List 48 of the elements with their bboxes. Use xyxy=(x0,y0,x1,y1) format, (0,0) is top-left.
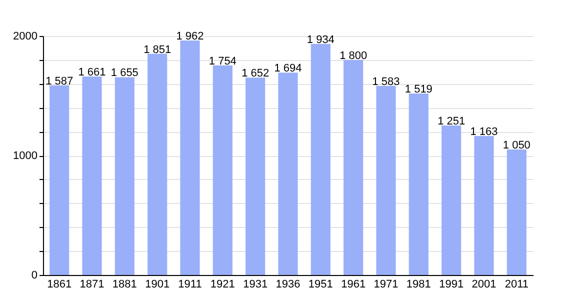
x-tick-label: 1931 xyxy=(243,278,268,290)
bar xyxy=(148,54,168,275)
bar xyxy=(246,78,266,275)
data-label: 1 652 xyxy=(242,68,270,80)
x-tick-label: 1921 xyxy=(210,278,235,290)
y-tick-label: 1000 xyxy=(13,150,38,162)
bar xyxy=(442,126,462,275)
x-tick-label: 1911 xyxy=(178,278,202,290)
bar xyxy=(310,44,330,275)
bar xyxy=(114,77,134,275)
data-label: 1 163 xyxy=(470,126,498,138)
data-label: 1 661 xyxy=(78,66,106,79)
data-label: 1 754 xyxy=(208,55,236,68)
bar xyxy=(344,60,364,275)
data-label: 1 519 xyxy=(404,83,432,96)
bar xyxy=(278,72,298,275)
x-tick-label: 1871 xyxy=(80,278,104,290)
x-tick-label: 1881 xyxy=(112,278,137,290)
data-label: 1 962 xyxy=(176,30,204,43)
bar xyxy=(376,86,396,275)
x-tick-label: 1991 xyxy=(439,278,464,290)
y-tick-label: 0 xyxy=(31,270,38,282)
x-tick-label: 1981 xyxy=(406,278,431,290)
data-label: 1 934 xyxy=(306,34,334,46)
x-tick-label: 1971 xyxy=(374,278,398,290)
bar xyxy=(408,93,428,275)
x-tick-label: 1936 xyxy=(276,278,300,290)
data-label: 1 694 xyxy=(274,62,302,75)
x-tick-label: 1951 xyxy=(308,278,333,290)
bar xyxy=(180,40,200,275)
x-tick-label: 1961 xyxy=(341,278,366,290)
bar xyxy=(474,136,494,275)
bar xyxy=(506,150,526,275)
bar xyxy=(82,76,102,275)
bar xyxy=(212,65,232,275)
x-tick-label: 1901 xyxy=(145,278,170,290)
data-label: 1 050 xyxy=(502,140,530,152)
data-label: 1 587 xyxy=(46,75,74,88)
data-label: 1 583 xyxy=(372,76,400,88)
bar xyxy=(50,85,70,275)
x-tick-label: 1861 xyxy=(47,278,72,290)
x-tick-label: 2011 xyxy=(504,278,528,290)
data-label: 1 800 xyxy=(340,50,368,62)
data-label: 1 251 xyxy=(438,116,466,128)
data-label: 1 851 xyxy=(144,44,172,56)
data-label: 1 655 xyxy=(110,67,138,80)
x-tick-label: 2001 xyxy=(472,278,496,290)
y-tick-label: 2000 xyxy=(13,30,38,42)
